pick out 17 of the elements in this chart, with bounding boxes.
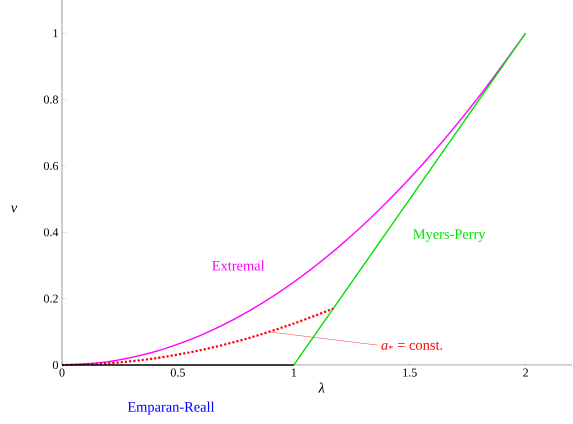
y-axis-title: ν — [11, 206, 18, 212]
x-tick-label: 0 — [59, 368, 65, 377]
x-tick-label: 1.5 — [403, 368, 417, 377]
y-tick-label: 0 — [52, 360, 58, 370]
series-label: Myers-Perry — [413, 229, 486, 242]
y-tick-label: 0.6 — [44, 162, 58, 170]
y-tick-label: 1 — [54, 29, 58, 38]
text: a$_{*}$ = const. — [381, 342, 442, 350]
x-tick-label: 2 — [523, 368, 528, 376]
x-axis-title: λ — [318, 382, 324, 393]
y-tick-label: 0.4 — [44, 228, 58, 236]
x-tick-label: 1 — [292, 368, 296, 376]
y-tick-label: 0.8 — [44, 95, 58, 104]
series-label: Extremal — [212, 260, 264, 271]
x-tick-label: 0.5 — [170, 368, 185, 377]
y-tick-label: 0.2 — [44, 294, 58, 303]
text: Emparan-Reall — [128, 402, 214, 415]
